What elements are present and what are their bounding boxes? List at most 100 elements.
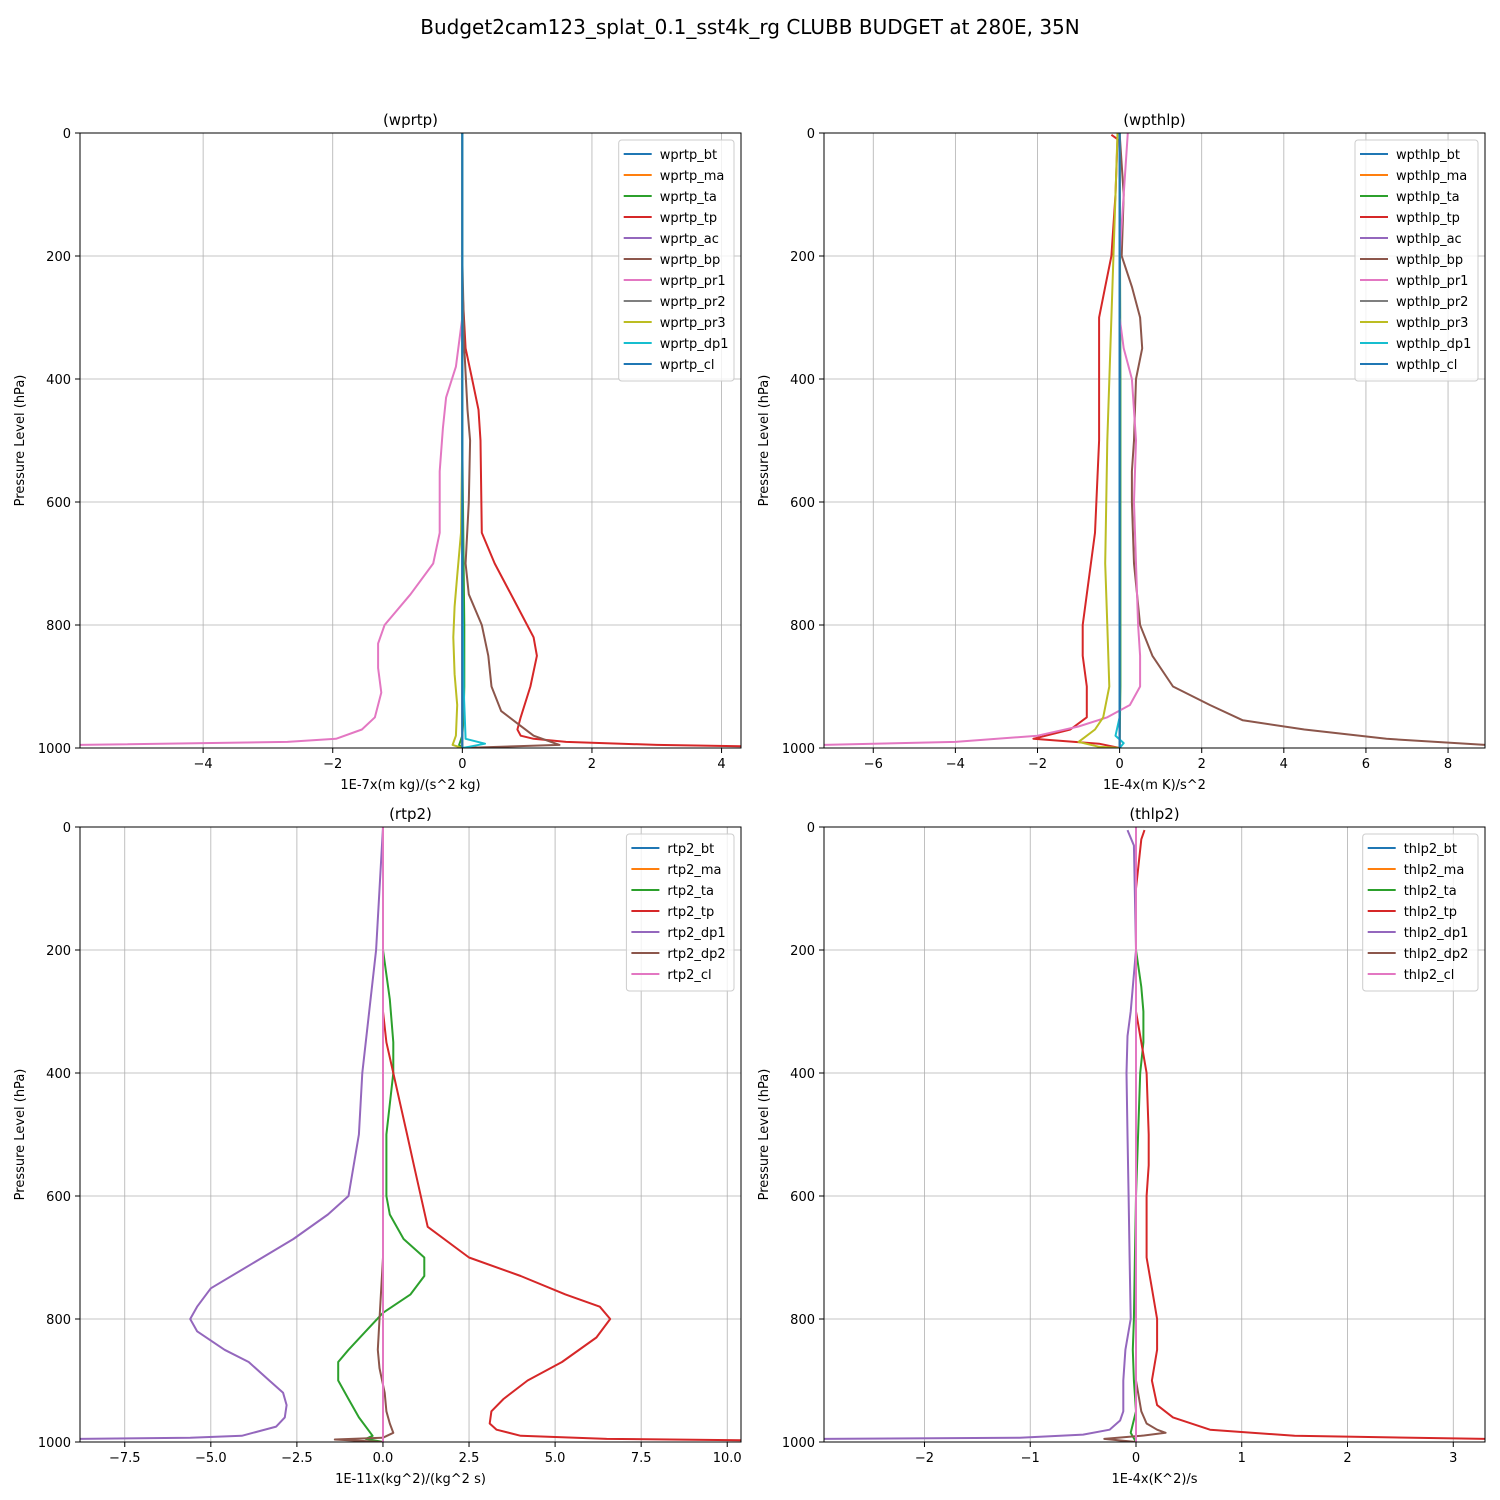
series-line-wpthlp_pr3 bbox=[1077, 133, 1120, 748]
axes-frame bbox=[79, 826, 742, 1443]
legend-entry: thlp2_cl bbox=[1404, 968, 1455, 983]
legend-entry: wpthlp_pr3 bbox=[1396, 316, 1468, 331]
y-tick-label: 600 bbox=[46, 1190, 71, 1205]
legend-entry: thlp2_ta bbox=[1404, 884, 1457, 899]
legend-entry: thlp2_dp1 bbox=[1404, 926, 1469, 941]
legend-entry: rtp2_tp bbox=[667, 905, 714, 920]
legend-entry: wprtp_ta bbox=[660, 190, 717, 205]
figure-suptitle: Budget2cam123_splat_0.1_sst4k_rg CLUBB B… bbox=[420, 15, 1080, 39]
y-tick-label: 600 bbox=[46, 496, 71, 511]
x-tick-label: 2 bbox=[588, 757, 596, 772]
legend: thlp2_bt thlp2_ma thlp2_ta thlp2_tp thlp2_dp… bbox=[1362, 833, 1479, 992]
legend-entry: wpthlp_ac bbox=[1396, 232, 1462, 247]
series-line-wprtp_bp bbox=[461, 133, 561, 748]
y-tick-label: 600 bbox=[790, 496, 815, 511]
x-tick-label: 8 bbox=[1444, 757, 1452, 772]
series-group bbox=[824, 827, 1485, 1442]
legend-entry: wpthlp_bp bbox=[1396, 253, 1463, 268]
legend-entry: rtp2_ma bbox=[667, 863, 721, 878]
legend-entry: thlp2_bt bbox=[1404, 842, 1457, 857]
legend-entry: wprtp_bp bbox=[660, 253, 721, 268]
legend-entry: wprtp_ac bbox=[660, 232, 719, 247]
legend-entry: rtp2_bt bbox=[667, 842, 714, 857]
subplot-2: −7.5 −5.0 −2.5 0.0 2.5 5.0 7.5 10.0 0 200 400 600 80… bbox=[13, 805, 742, 1487]
legend-box bbox=[618, 139, 735, 382]
x-tick-label: −2 bbox=[323, 757, 342, 772]
x-tick-label: 0.0 bbox=[373, 1451, 394, 1466]
axes-frame bbox=[79, 132, 742, 749]
series-line-wprtp_pr3 bbox=[451, 133, 464, 748]
series-line-rtp2_ta bbox=[337, 827, 426, 1442]
legend: wpthlp_bt wpthlp_ma wpthlp_ta wpthlp_tpwpth… bbox=[1354, 139, 1479, 382]
legend: wprtp_bt wprtp_ma wprtp_ta wprtp_tp wprtp_ac… bbox=[618, 139, 735, 382]
x-tick-label: −4 bbox=[946, 757, 965, 772]
series-line-wprtp_pr1 bbox=[80, 133, 464, 746]
y-tick-label: 0 bbox=[807, 821, 815, 836]
x-tick-label: 0 bbox=[1115, 757, 1123, 772]
y-tick-label: 800 bbox=[790, 1313, 815, 1328]
legend-entry: rtp2_ta bbox=[667, 884, 714, 899]
subplot-0: −4 −2 0 2 4 0 200 400 600 800 1000 (wprtp) 1E-7x(m k… bbox=[13, 111, 742, 793]
x-axis-label: 1E-7x(m kg)/(s^2 kg) bbox=[340, 778, 480, 793]
y-tick-label: 800 bbox=[46, 619, 71, 634]
y-tick-label: 400 bbox=[790, 1067, 815, 1082]
legend-entry: wprtp_pr1 bbox=[660, 274, 726, 289]
y-axis-label: Pressure Level (hPa) bbox=[13, 375, 28, 507]
x-tick-label: −5.0 bbox=[195, 1451, 227, 1466]
x-tick-label: 10.0 bbox=[713, 1451, 742, 1466]
subplot-title: (thlp2) bbox=[1129, 805, 1179, 823]
series-line-wpthlp_bp bbox=[1118, 133, 1485, 746]
series-line-thlp2_ta bbox=[1129, 827, 1145, 1442]
legend-entry: wpthlp_cl bbox=[1396, 358, 1457, 373]
y-tick-label: 600 bbox=[790, 1190, 815, 1205]
x-tick-label: −1 bbox=[1021, 1451, 1040, 1466]
y-tick-label: 1000 bbox=[38, 1436, 71, 1451]
x-tick-label: −2.5 bbox=[281, 1451, 313, 1466]
legend-entry: wprtp_tp bbox=[660, 211, 717, 226]
x-tick-label: 4 bbox=[1280, 757, 1288, 772]
series-line-rtp2_tp bbox=[382, 827, 741, 1442]
x-tick-label: −4 bbox=[194, 757, 213, 772]
series-line-thlp2_dp1 bbox=[824, 829, 1137, 1440]
x-tick-label: 3 bbox=[1449, 1451, 1457, 1466]
legend-entry: wprtp_pr2 bbox=[660, 295, 726, 310]
legend-box bbox=[625, 833, 735, 992]
axes-frame bbox=[823, 132, 1486, 749]
x-axis-label: 1E-11x(kg^2)/(kg^2 s) bbox=[335, 1472, 486, 1487]
x-axis-label: 1E-4x(K^2)/s bbox=[1111, 1472, 1197, 1487]
x-tick-label: 6 bbox=[1362, 757, 1370, 772]
series-line-wpthlp_pr1 bbox=[824, 133, 1142, 746]
series-line-rtp2_dp1 bbox=[80, 827, 384, 1440]
y-tick-label: 200 bbox=[46, 250, 71, 265]
series-line-wpthlp_tp bbox=[1032, 133, 1120, 748]
legend-entry: rtp2_dp1 bbox=[667, 926, 725, 941]
x-tick-label: 2 bbox=[1343, 1451, 1351, 1466]
legend-entry: thlp2_ma bbox=[1404, 863, 1465, 878]
y-tick-label: 1000 bbox=[782, 1436, 815, 1451]
legend-box bbox=[1362, 833, 1479, 992]
legend-entry: wpthlp_pr2 bbox=[1396, 295, 1468, 310]
x-tick-label: 5.0 bbox=[545, 1451, 566, 1466]
y-tick-label: 1000 bbox=[782, 742, 815, 757]
series-line-wprtp_tp bbox=[461, 133, 741, 748]
y-tick-label: 800 bbox=[46, 1313, 71, 1328]
x-tick-label: −2 bbox=[915, 1451, 934, 1466]
series-group bbox=[824, 133, 1485, 748]
legend-entry: wpthlp_dp1 bbox=[1396, 337, 1471, 352]
y-tick-label: 200 bbox=[790, 944, 815, 959]
legend-entry: wprtp_cl bbox=[660, 358, 715, 373]
y-tick-label: 200 bbox=[46, 944, 71, 959]
subplot-title: (wprtp) bbox=[383, 111, 438, 129]
legend-entry: wprtp_ma bbox=[660, 169, 725, 184]
y-tick-label: 800 bbox=[790, 619, 815, 634]
legend-entry: thlp2_dp2 bbox=[1404, 947, 1469, 962]
series-line-wprtp_dp1 bbox=[461, 133, 486, 748]
y-axis-label: Pressure Level (hPa) bbox=[757, 1069, 772, 1201]
x-tick-label: 0 bbox=[458, 757, 466, 772]
legend-entry: thlp2_tp bbox=[1404, 905, 1457, 920]
legend-box bbox=[1354, 139, 1479, 382]
legend-entry: rtp2_dp2 bbox=[667, 947, 725, 962]
series-line-thlp2_dp2 bbox=[1103, 827, 1167, 1442]
legend-entry: wpthlp_bt bbox=[1396, 148, 1460, 163]
